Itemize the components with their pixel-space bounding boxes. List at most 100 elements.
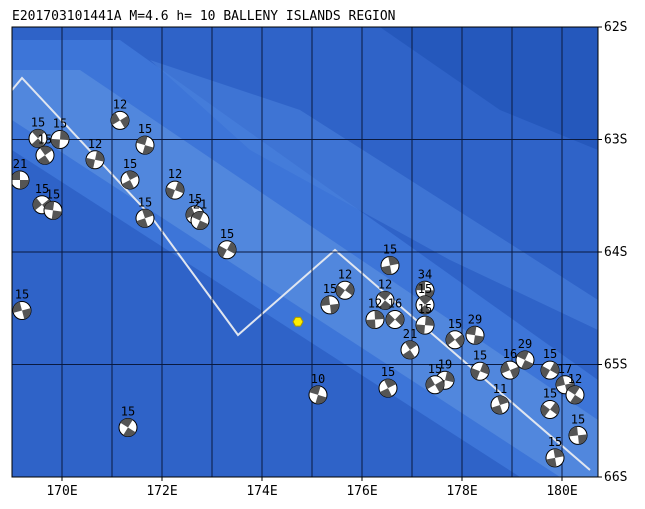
lat-tick-label: 63S <box>604 133 627 148</box>
grid <box>12 27 598 477</box>
focal-mechanism <box>50 130 70 149</box>
focal-mechanism <box>120 170 140 190</box>
depth-label: 15 <box>46 187 60 201</box>
beachball-quadrant <box>546 448 564 467</box>
beachball-quadrant <box>541 402 559 417</box>
beachball-quadrant <box>31 129 45 148</box>
lat-tick-label: 65S <box>604 358 627 373</box>
beachball-quadrant <box>418 295 432 314</box>
focal-mechanism <box>118 418 138 437</box>
focal-mechanism <box>85 150 105 170</box>
bathymetry <box>380 27 598 150</box>
focal-mechanism <box>110 110 130 130</box>
depth-label: 15 <box>571 412 585 426</box>
beachball-quadrant <box>541 362 559 378</box>
beachball-quadrant <box>336 282 355 298</box>
focal-mechanism <box>12 170 30 190</box>
beachball-quadrant <box>466 326 484 345</box>
focal-mechanism <box>445 330 465 350</box>
depth-label: 15 <box>543 347 557 361</box>
depth-label: 12 <box>113 97 127 111</box>
beachball-quadrant <box>13 301 32 320</box>
focal-mechanism <box>380 256 400 275</box>
beachball-quadrant <box>309 385 327 404</box>
depth-label: 15 <box>121 405 135 419</box>
beachball-quadrant <box>166 181 184 199</box>
focal-mechanism <box>515 350 535 370</box>
depth-label: 17 <box>558 362 572 376</box>
focal-mechanism <box>28 128 48 148</box>
depth-label: 29 <box>518 337 532 351</box>
lat-tick-label: 64S <box>604 245 627 260</box>
depth-label: 12 <box>568 372 582 386</box>
focal-mechanism <box>425 375 445 395</box>
depth-label: 15 <box>448 317 462 331</box>
focal-mechanism <box>35 145 55 165</box>
depth-label: 15 <box>38 132 52 146</box>
beachball-quadrant <box>567 385 583 404</box>
beachball-quadrant <box>378 291 392 310</box>
lon-tick-label: 174E <box>246 484 277 499</box>
beachball-quadrant <box>121 171 139 189</box>
focal-mechanism <box>565 385 585 405</box>
beachball-quadrant <box>136 209 154 228</box>
depth-label: 10 <box>311 372 325 386</box>
lon-tick-label: 176E <box>346 484 377 499</box>
depth-label: 15 <box>31 115 45 129</box>
lon-tick-label: 172E <box>146 484 177 499</box>
depth-label: 15 <box>548 435 562 449</box>
focal-mechanism <box>470 361 490 381</box>
depth-label: 11 <box>493 382 507 396</box>
beachball-quadrant <box>416 281 434 300</box>
focal-mechanism <box>540 360 560 380</box>
beachball-quadrant <box>386 313 404 326</box>
depth-label: 16 <box>388 297 402 311</box>
focal-mechanism <box>545 448 565 468</box>
beachball-quadrant <box>51 130 69 149</box>
depth-label: 34 <box>418 267 432 281</box>
depth-label: 12 <box>168 167 182 181</box>
depth-label: 12 <box>338 267 352 281</box>
beachball-quadrant <box>37 146 53 165</box>
beachball-quadrant <box>44 201 62 220</box>
beachball-quadrant <box>516 350 534 369</box>
beachball-quadrant <box>366 310 384 329</box>
focal-mechanism <box>308 385 328 405</box>
beachball-quadrant <box>12 171 29 189</box>
depth-label: 12 <box>88 137 102 151</box>
ticks: 170E 172E 174E 176E 178E 180E 62S 63S 64S 65S 66S <box>46 20 627 499</box>
focal-mechanism <box>365 310 385 329</box>
beachball-quadrant <box>136 136 154 155</box>
depth-label: 15 <box>220 227 234 241</box>
epicenter <box>292 316 304 327</box>
focal-mechanism <box>335 280 355 300</box>
depth-label: 15 <box>381 365 395 379</box>
focal-mechanism <box>568 425 588 445</box>
beachball-quadrant <box>416 316 434 335</box>
focal-mechanism <box>415 295 435 315</box>
focal-mechanism <box>415 315 435 335</box>
beachball-quadrant <box>470 362 489 380</box>
depth-label: 15 <box>35 182 49 196</box>
beachball-quadrant <box>500 361 519 379</box>
depth-label: 15 <box>138 122 152 136</box>
beachball-quadrant <box>111 112 129 129</box>
title: E201703101441A M=4.6 h= 10 BALLENY ISLAN… <box>12 9 396 24</box>
depth-label: 15 <box>323 282 337 296</box>
beachball-quadrant <box>569 426 587 445</box>
beachball-quadrant <box>86 150 104 169</box>
depth-label: 15 <box>473 348 487 362</box>
depth-label: 15 <box>428 362 442 376</box>
focal-mechanism <box>320 295 340 315</box>
beachball-quadrant <box>491 395 509 414</box>
focal-mechanism <box>135 208 155 228</box>
depth-label: 15 <box>188 192 202 206</box>
focal-mechanism <box>135 135 155 155</box>
focal-mechanism <box>43 200 63 220</box>
depth-label: 15 <box>543 387 557 401</box>
depth-label: 15 <box>138 195 152 209</box>
depth-label: 12 <box>378 277 392 291</box>
